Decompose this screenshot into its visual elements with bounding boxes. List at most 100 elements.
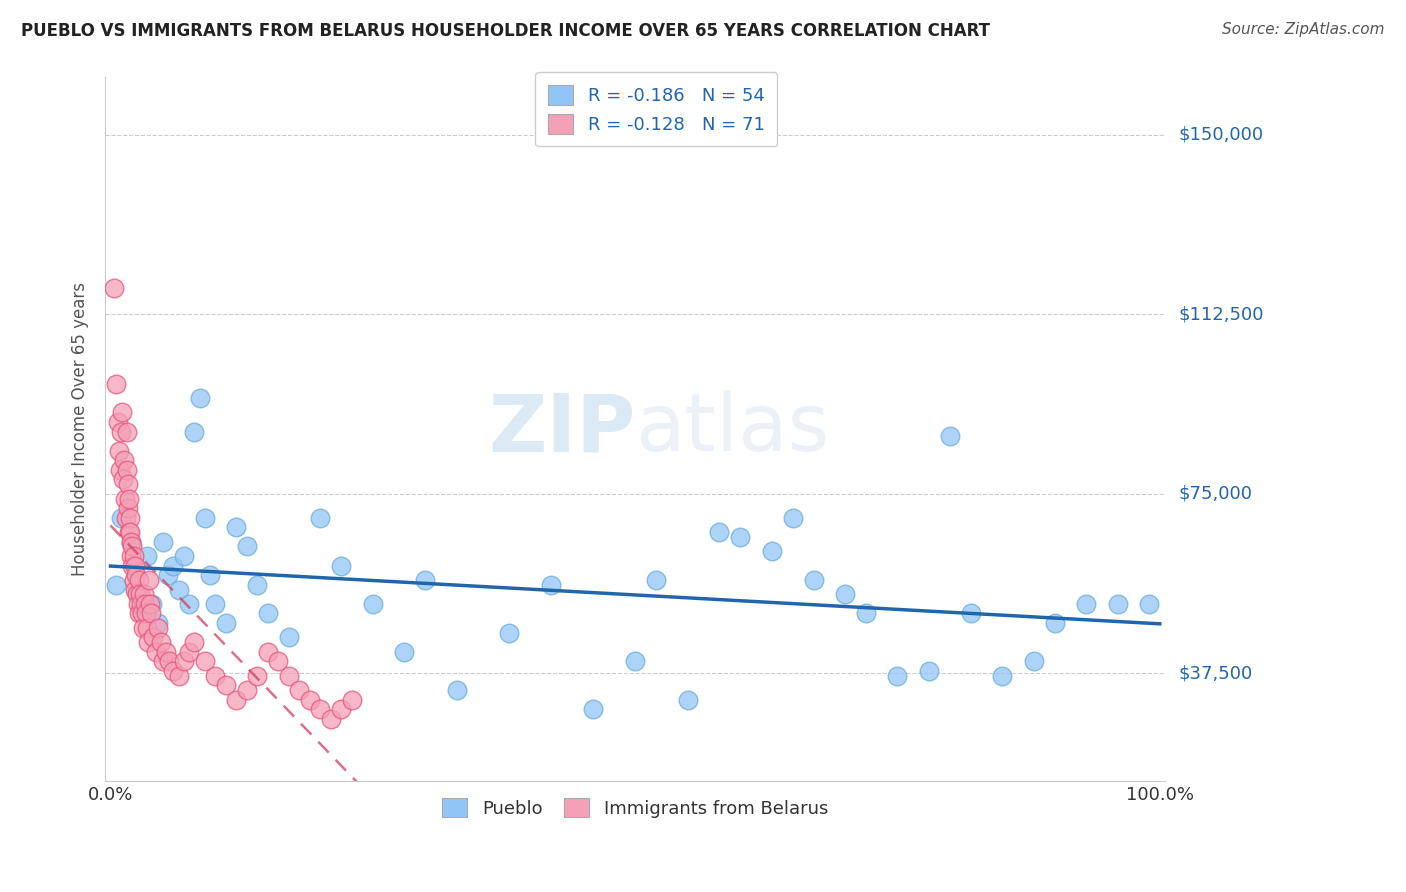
Point (149, 635, 172, 649)
Point (960, 607, 983, 621)
Point (129, 597, 152, 611)
Point (761, 544, 783, 558)
Point (267, 654, 290, 668)
Point (136, 621, 159, 635)
Point (361, 597, 384, 611)
Text: ZIP: ZIP (488, 390, 636, 468)
Point (146, 621, 169, 635)
Point (1043, 615, 1066, 630)
Y-axis label: Householder Income Over 65 years: Householder Income Over 65 years (72, 282, 89, 576)
Point (112, 453, 135, 467)
Point (141, 607, 163, 621)
Point (122, 549, 145, 563)
Point (803, 573, 825, 587)
Point (309, 702, 332, 716)
Point (236, 683, 259, 698)
Point (298, 692, 321, 706)
Point (257, 645, 280, 659)
Point (330, 702, 353, 716)
Point (117, 501, 139, 516)
Point (117, 477, 139, 491)
Point (107, 415, 129, 429)
Point (277, 669, 299, 683)
Point (728, 530, 751, 544)
Point (540, 578, 562, 592)
Point (141, 597, 163, 611)
Point (120, 549, 142, 563)
Point (139, 597, 162, 611)
Point (707, 525, 730, 540)
Point (132, 587, 155, 601)
Point (132, 621, 155, 635)
Point (257, 607, 280, 621)
Point (198, 568, 221, 582)
Point (167, 582, 190, 597)
Point (162, 664, 184, 678)
Point (128, 587, 150, 601)
Point (782, 510, 804, 524)
Point (645, 573, 668, 587)
Point (118, 491, 141, 506)
Point (1022, 654, 1045, 668)
Point (162, 558, 184, 573)
Point (136, 635, 159, 649)
Point (624, 654, 647, 668)
Point (121, 540, 143, 554)
Point (173, 549, 195, 563)
Point (582, 702, 605, 716)
Point (188, 391, 211, 405)
Point (340, 692, 363, 706)
Point (394, 645, 416, 659)
Point (142, 631, 165, 645)
Point (246, 669, 269, 683)
Point (246, 578, 269, 592)
Point (183, 635, 205, 649)
Point (124, 582, 146, 597)
Point (194, 510, 217, 524)
Point (135, 607, 157, 621)
Point (173, 654, 195, 668)
Point (446, 683, 468, 698)
Point (498, 625, 520, 640)
Point (215, 615, 238, 630)
Point (120, 534, 142, 549)
Point (115, 510, 138, 524)
Point (413, 573, 436, 587)
Point (225, 520, 247, 534)
Point (131, 607, 153, 621)
Point (120, 525, 142, 540)
Point (110, 425, 132, 439)
Point (128, 607, 150, 621)
Point (127, 597, 149, 611)
Point (120, 534, 142, 549)
Point (1137, 597, 1160, 611)
Text: atlas: atlas (636, 390, 830, 468)
Point (155, 645, 177, 659)
Point (121, 558, 143, 573)
Point (108, 443, 131, 458)
Point (309, 510, 332, 524)
Point (117, 425, 139, 439)
Point (330, 558, 353, 573)
Point (120, 510, 142, 524)
Point (104, 578, 127, 592)
Point (167, 669, 190, 683)
Point (179, 645, 201, 659)
Point (939, 429, 962, 443)
Point (855, 607, 877, 621)
Point (834, 587, 856, 601)
Point (319, 712, 342, 726)
Point (104, 376, 127, 391)
Point (145, 645, 167, 659)
Point (152, 534, 174, 549)
Point (111, 405, 134, 419)
Point (215, 678, 238, 692)
Point (114, 491, 136, 506)
Text: PUEBLO VS IMMIGRANTS FROM BELARUS HOUSEHOLDER INCOME OVER 65 YEARS CORRELATION C: PUEBLO VS IMMIGRANTS FROM BELARUS HOUSEH… (21, 22, 990, 40)
Point (136, 549, 159, 563)
Text: $37,500: $37,500 (1180, 665, 1253, 682)
Point (138, 573, 160, 587)
Point (125, 587, 148, 601)
Point (225, 692, 247, 706)
Point (152, 654, 174, 668)
